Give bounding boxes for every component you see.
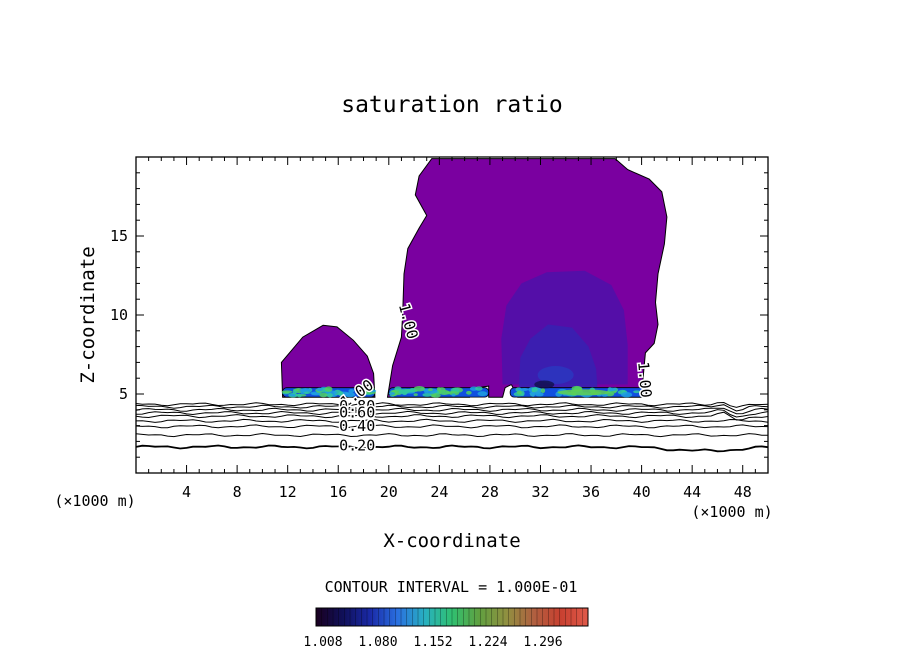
base-band-left-speckle xyxy=(360,389,366,394)
contour-label-6: 0.20 xyxy=(339,437,375,455)
base-band-right-speckle xyxy=(608,387,617,392)
base-band-middle-speckle xyxy=(475,386,483,391)
x-tick-label: 20 xyxy=(380,483,398,501)
base-band-right-speckle xyxy=(621,391,633,398)
base-band-left-speckle xyxy=(281,390,293,394)
x-unit-left: (×1000 m) xyxy=(54,492,135,510)
base-band-left-speckle xyxy=(303,391,311,394)
x-axis-label: X-coordinate xyxy=(383,530,520,552)
base-band-middle-speckle xyxy=(413,385,425,392)
isoline-8 xyxy=(136,401,768,408)
base-band-left-speckle xyxy=(327,393,333,398)
x-tick-label: 16 xyxy=(329,483,347,501)
base-band-middle-speckle xyxy=(422,392,432,397)
base-band-left-speckle xyxy=(289,393,296,397)
base-band-right-speckle xyxy=(520,388,529,391)
base-band-left-speckle xyxy=(316,387,324,392)
isoline-7 xyxy=(136,404,768,412)
base-band-right-speckle xyxy=(529,392,535,395)
base-band-right-speckle xyxy=(633,390,641,394)
base-band-left-speckle xyxy=(311,392,322,396)
cloud-core-inner xyxy=(519,324,598,388)
colorbar-label: 1.008 xyxy=(303,635,342,650)
colorbar-label: 1.224 xyxy=(468,635,507,650)
isoline-2 xyxy=(136,424,768,429)
base-band-right-speckle xyxy=(535,392,544,397)
x-tick-label: 24 xyxy=(430,483,448,501)
base-band-right-speckle xyxy=(531,387,538,392)
y-tick-label: 15 xyxy=(110,227,128,245)
base-band-middle xyxy=(388,385,490,398)
base-band-middle-speckle xyxy=(413,393,418,397)
base-band-middle-speckle xyxy=(477,391,488,397)
base-band-middle-speckle xyxy=(404,388,414,393)
isoline-6 xyxy=(136,407,768,415)
x-unit-right: (×1000 m) xyxy=(691,503,772,521)
contour-labels: 1.001.001.000.800.600.400.20 xyxy=(335,300,656,456)
isoline-3 xyxy=(136,418,768,423)
contour-interval-text: CONTOUR INTERVAL = 1.000E-01 xyxy=(325,578,578,596)
y-axis-label: Z-coordinate xyxy=(77,246,99,383)
colorbar-label: 1.296 xyxy=(523,635,562,650)
base-band-right-speckle xyxy=(601,393,608,397)
contour-label-4: 0.60 xyxy=(339,403,375,421)
isoline-5 xyxy=(136,409,768,418)
base-band-middle-speckle xyxy=(466,390,472,395)
base-band-left-speckle xyxy=(292,389,297,395)
y-tick-label: 10 xyxy=(110,306,128,324)
colorbar-label: 1.080 xyxy=(358,635,397,650)
chart-title: saturation ratio xyxy=(341,92,563,118)
base-band-dark-core xyxy=(534,380,555,389)
x-tick-label: 28 xyxy=(481,483,499,501)
base-band-right-speckle xyxy=(516,390,522,395)
base-band-middle-speckle xyxy=(436,387,442,391)
contour-label-1: 1.00 xyxy=(634,361,655,399)
cloud-core-spot xyxy=(537,366,574,385)
contour-label-3: 0.80 xyxy=(339,397,375,415)
x-tick-label: 48 xyxy=(734,483,752,501)
base-band-middle-speckle xyxy=(394,386,402,391)
x-tick-label: 12 xyxy=(279,483,297,501)
x-tick-label: 36 xyxy=(582,483,600,501)
colorbar: 1.008 1.080 1.152 1.224 1.296 xyxy=(303,607,589,650)
base-band-left-speckle xyxy=(366,389,377,393)
colorbar-label: 1.152 xyxy=(413,635,452,650)
x-tick-label: 8 xyxy=(233,483,242,501)
base-band-middle-speckle xyxy=(427,388,433,392)
base-band-left-speckle xyxy=(299,388,312,393)
isoline-0 xyxy=(136,444,768,453)
base-band-left xyxy=(281,386,377,398)
base-band-middle-speckle xyxy=(423,389,429,394)
plot-contents xyxy=(136,158,768,453)
base-band-right-speckle xyxy=(540,388,546,394)
base-band-left-speckle xyxy=(348,389,355,393)
cloud-left xyxy=(280,324,376,398)
base-band-middle-speckle xyxy=(451,393,456,397)
x-tick-label: 32 xyxy=(531,483,549,501)
base-band-left-speckle xyxy=(319,392,328,398)
y-tick-label: 5 xyxy=(119,385,128,403)
base-band-left-speckle xyxy=(344,392,356,398)
base-band-middle-speckle xyxy=(438,390,450,395)
x-tick-label: 40 xyxy=(633,483,651,501)
base-band-left-speckle xyxy=(297,393,302,398)
x-tick-label: 4 xyxy=(182,483,191,501)
isoline-4 xyxy=(136,411,768,421)
isoline-1 xyxy=(136,432,768,438)
base-band-left-speckle xyxy=(324,386,333,392)
x-tick-label: 44 xyxy=(683,483,701,501)
base-band-middle-speckle xyxy=(388,392,396,395)
base-band-green xyxy=(557,389,610,396)
contour-label-5: 0.40 xyxy=(339,417,375,435)
base-band-middle-speckle xyxy=(431,393,441,398)
